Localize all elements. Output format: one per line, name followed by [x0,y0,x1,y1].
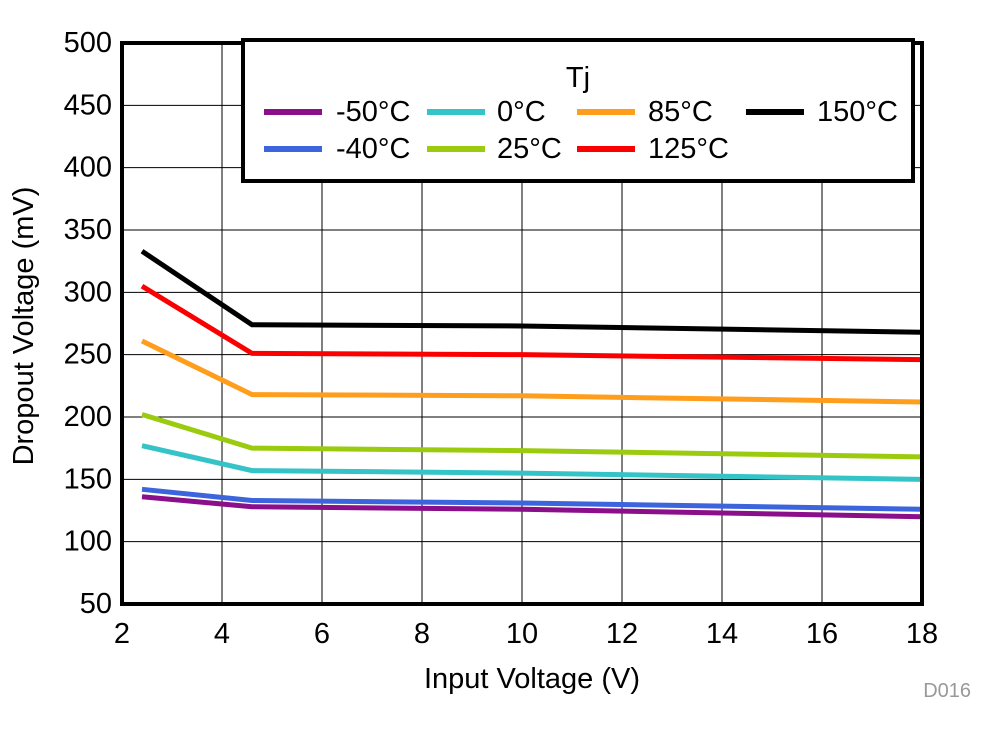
legend-label--40°C: -40°C [336,133,410,165]
legend-label--50°C: -50°C [336,96,410,128]
y-tick-label: 100 [64,526,112,558]
y-tick-label: 450 [64,89,112,121]
y-tick-label: 400 [64,152,112,184]
series-line-150°C [140,249,923,335]
y-axis-title: Dropout Voltage (mV) [8,187,40,466]
series-line-0°C [141,443,923,482]
y-tick-label: 50 [80,588,112,620]
x-tick-label: 12 [606,618,638,650]
x-tick-label: 8 [414,618,430,650]
x-tick-label: 18 [906,618,938,650]
legend-label-85°C: 85°C [648,96,713,128]
x-tick-label: 6 [314,618,330,650]
legend-label-150°C: 150°C [817,96,898,128]
series-line--50°C [141,494,923,520]
series-line--40°C [141,486,923,512]
series-line-25°C [141,412,923,460]
legend-title: Tj [566,62,590,94]
legend-label-25°C: 25°C [497,133,562,165]
x-tick-label: 16 [806,618,838,650]
y-tick-label: 200 [64,401,112,433]
y-tick-label: 350 [64,214,112,246]
y-tick-label: 150 [64,463,112,495]
y-tick-label: 250 [64,339,112,371]
y-tick-label: 300 [64,276,112,308]
figure-id-watermark: D016 [923,680,971,702]
x-axis-title: Input Voltage (V) [424,663,640,695]
x-tick-label: 14 [706,618,738,650]
legend-label-125°C: 125°C [648,133,729,165]
x-tick-label: 10 [506,618,538,650]
series-line-125°C [140,283,923,363]
x-tick-label: 2 [114,618,130,650]
series-line-85°C [140,338,923,405]
x-tick-label: 4 [214,618,230,650]
y-tick-label: 500 [64,27,112,59]
legend-label-0°C: 0°C [497,96,546,128]
